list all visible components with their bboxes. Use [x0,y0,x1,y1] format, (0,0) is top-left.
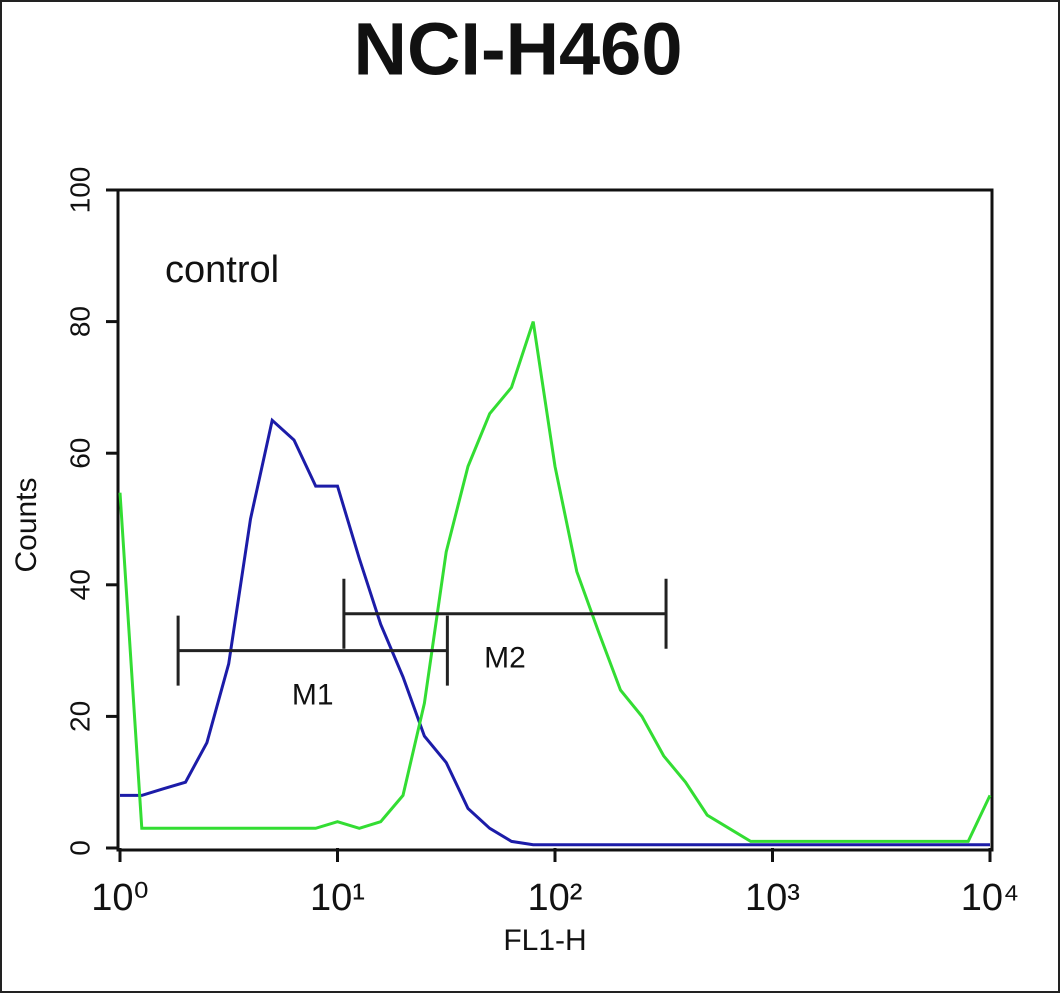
marker-label: M1 [292,679,334,712]
x-tick-label: 10⁰ [91,877,149,919]
y-tick-label: 40 [64,569,95,600]
x-tick-label: 10⁴ [961,877,1020,919]
y-tick-label: 80 [64,306,95,337]
histogram-line [120,417,990,847]
x-tick-label: 10¹ [310,877,365,919]
y-tick-label: 100 [64,167,95,214]
chart-title: NCI-H460 [354,8,683,91]
histogram-line [118,321,992,843]
y-axis-label: Counts [10,477,43,572]
y-tick-label: 20 [64,701,95,732]
y-tick-label: 60 [64,438,95,469]
x-axis-label: FL1-H [503,924,586,957]
x-tick-label: 10² [528,877,583,919]
y-tick-label: 0 [64,840,95,856]
annotation: control [165,249,279,291]
marker-label: M2 [484,642,526,675]
x-tick-label: 10³ [745,877,800,919]
